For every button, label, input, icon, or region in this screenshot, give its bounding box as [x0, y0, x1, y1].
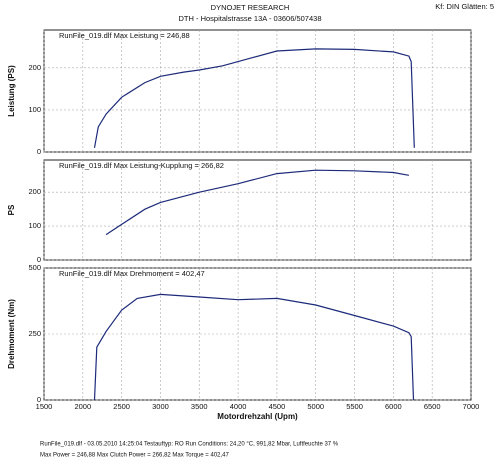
x-tick-label: 6500 — [424, 402, 441, 411]
y-tick-label: 0 — [37, 255, 41, 264]
y-axis-label: Drehmoment (Nm) — [7, 299, 16, 369]
power-curve — [93, 293, 415, 401]
power-curve — [105, 169, 410, 236]
title: DYNOJET RESEARCH — [211, 3, 290, 12]
y-tick-label: 500 — [28, 263, 41, 272]
x-tick-label: 5500 — [346, 402, 363, 411]
y-tick-label: 0 — [37, 395, 41, 404]
y-tick-label: 200 — [28, 187, 41, 196]
settings: Kf: DIN Glätten: 5 — [435, 2, 494, 11]
annotation: RunFile_019.dlf Max Leistung = 246,88 — [59, 31, 190, 40]
y-tick-label: 250 — [28, 329, 41, 338]
y-axis-label: Leistung (PS) — [7, 65, 16, 117]
annotation: RunFile_019.dlf Max Drehmoment = 402,47 — [59, 269, 205, 278]
y-tick-label: 100 — [28, 221, 41, 230]
y-tick-label: 100 — [28, 105, 41, 114]
footer-line: Max Power = 246,88 Max Clutch Power = 26… — [40, 453, 229, 459]
x-tick-label: 3000 — [152, 402, 169, 411]
x-tick-label: 7000 — [463, 402, 480, 411]
x-tick-label: 4000 — [230, 402, 247, 411]
panel — [43, 29, 472, 153]
subtitle: DTH - Hospitalstrasse 13A - 03606/507438 — [179, 14, 322, 23]
footer-line: RunFile_019.dlf - 03.05.2010 14:25:04 Te… — [40, 442, 339, 448]
x-tick-label: 1500 — [36, 402, 53, 411]
x-tick-label: 2000 — [74, 402, 91, 411]
x-tick-label: 6000 — [385, 402, 402, 411]
y-axis-label: PS — [7, 204, 16, 215]
x-tick-label: 2500 — [113, 402, 130, 411]
x-tick-label: 3500 — [191, 402, 208, 411]
x-axis-label: Motordrehzahl (Upm) — [217, 412, 298, 421]
annotation: RunFile_019.dlf Max Leistung-Kupplung = … — [59, 161, 224, 170]
power-curve — [93, 48, 415, 148]
y-tick-label: 0 — [37, 147, 41, 156]
x-tick-label: 5000 — [307, 402, 324, 411]
y-tick-label: 200 — [28, 63, 41, 72]
x-tick-label: 4500 — [269, 402, 286, 411]
